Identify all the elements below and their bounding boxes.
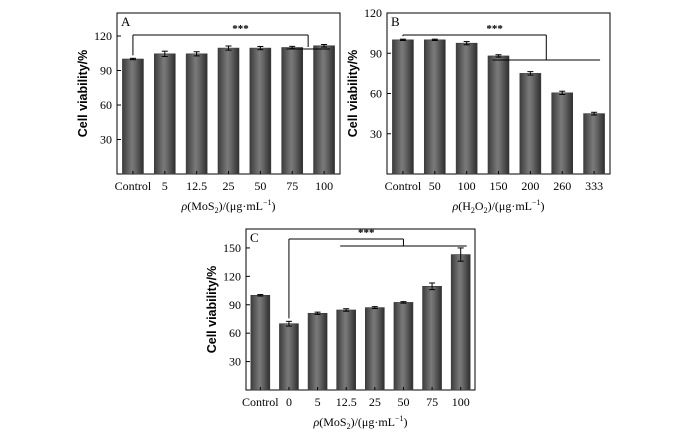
bar bbox=[423, 39, 446, 175]
y-tick-label: 120 bbox=[364, 6, 382, 20]
significance-stars: *** bbox=[358, 227, 375, 239]
bar bbox=[393, 302, 414, 391]
bar bbox=[583, 113, 605, 175]
panel-label: B bbox=[391, 14, 400, 29]
x-tick-label: 50 bbox=[429, 179, 441, 193]
bar bbox=[519, 73, 542, 175]
bar bbox=[185, 53, 208, 175]
bar bbox=[217, 47, 240, 175]
bar bbox=[279, 323, 299, 391]
x-tick-label: 100 bbox=[315, 179, 333, 193]
y-tick-label: 90 bbox=[370, 46, 382, 60]
bar bbox=[250, 294, 271, 391]
x-tick-label: 25 bbox=[223, 179, 235, 193]
bar bbox=[122, 58, 144, 175]
x-tick-label: 12.5 bbox=[186, 179, 207, 193]
x-axis-label: ρ(MoS2)/(μg·mL−1) bbox=[180, 198, 275, 215]
x-tick-label: 12.5 bbox=[336, 395, 357, 409]
x-tick-label: 260 bbox=[553, 179, 571, 193]
x-tick-label: Control bbox=[115, 179, 152, 193]
x-tick-label: 5 bbox=[162, 179, 168, 193]
y-tick-label: 30 bbox=[370, 127, 382, 141]
bar bbox=[487, 55, 510, 175]
x-tick-label: Control bbox=[385, 179, 422, 193]
x-tick-label: 5 bbox=[315, 395, 321, 409]
y-tick-label: 60 bbox=[100, 98, 112, 112]
x-tick-label: 75 bbox=[286, 179, 298, 193]
y-tick-label: 90 bbox=[100, 64, 112, 78]
x-tick-label: 333 bbox=[585, 179, 603, 193]
y-tick-label: 60 bbox=[370, 87, 382, 101]
y-tick-label: 120 bbox=[223, 269, 241, 283]
bar bbox=[365, 307, 385, 391]
bar bbox=[281, 47, 304, 175]
x-tick-label: 200 bbox=[521, 179, 539, 193]
chart-panel-A: 30 60 90 120 Control 5 12.5 25 50 75 100 A Cell viab… bbox=[76, 12, 341, 215]
significance-stars: *** bbox=[486, 23, 503, 35]
x-tick-label: 150 bbox=[490, 179, 508, 193]
y-axis-label: Cell viability/% bbox=[205, 266, 219, 354]
y-tick-label: 90 bbox=[229, 298, 241, 312]
bar bbox=[392, 39, 414, 175]
bar bbox=[313, 45, 335, 175]
chart-panel-B: 30 60 90 120 Control 50 100 150 200 260 333 B Cell v… bbox=[346, 6, 611, 215]
x-axis-label: ρ(H2O2)/(μg·mL−1) bbox=[451, 198, 544, 215]
y-tick-label: 60 bbox=[229, 326, 241, 340]
bar bbox=[551, 92, 574, 175]
x-tick-label: 50 bbox=[397, 395, 409, 409]
y-tick-label: 120 bbox=[94, 29, 112, 43]
x-tick-label: 100 bbox=[452, 395, 470, 409]
y-axis-label: Cell viability/% bbox=[76, 50, 90, 138]
panel-label: A bbox=[121, 14, 131, 29]
chart-panel-C: 30 60 90 120 150 Control 0 5 12.5 25 50 75 100 C Cell … bbox=[205, 227, 476, 431]
x-tick-label: 75 bbox=[426, 395, 438, 409]
y-tick-label: 30 bbox=[100, 133, 112, 147]
bar bbox=[450, 254, 471, 391]
bar bbox=[336, 309, 356, 391]
bar bbox=[307, 312, 328, 391]
panel-label: C bbox=[250, 230, 259, 245]
bar bbox=[249, 47, 272, 175]
x-tick-label: 0 bbox=[286, 395, 292, 409]
x-tick-label: 25 bbox=[369, 395, 381, 409]
y-tick-label: 30 bbox=[229, 355, 241, 369]
x-tick-label: Control bbox=[242, 395, 279, 409]
y-tick-label: 150 bbox=[223, 241, 241, 255]
bar bbox=[422, 285, 442, 391]
significance-stars: *** bbox=[232, 23, 249, 35]
axes-frame bbox=[245, 228, 476, 391]
x-tick-label: 50 bbox=[254, 179, 266, 193]
y-axis-label: Cell viability/% bbox=[346, 50, 360, 138]
bar bbox=[153, 53, 176, 175]
bar bbox=[455, 42, 478, 175]
x-tick-label: 100 bbox=[458, 179, 476, 193]
x-axis-label: ρ(MoS2)/(μg·mL−1) bbox=[312, 414, 407, 431]
